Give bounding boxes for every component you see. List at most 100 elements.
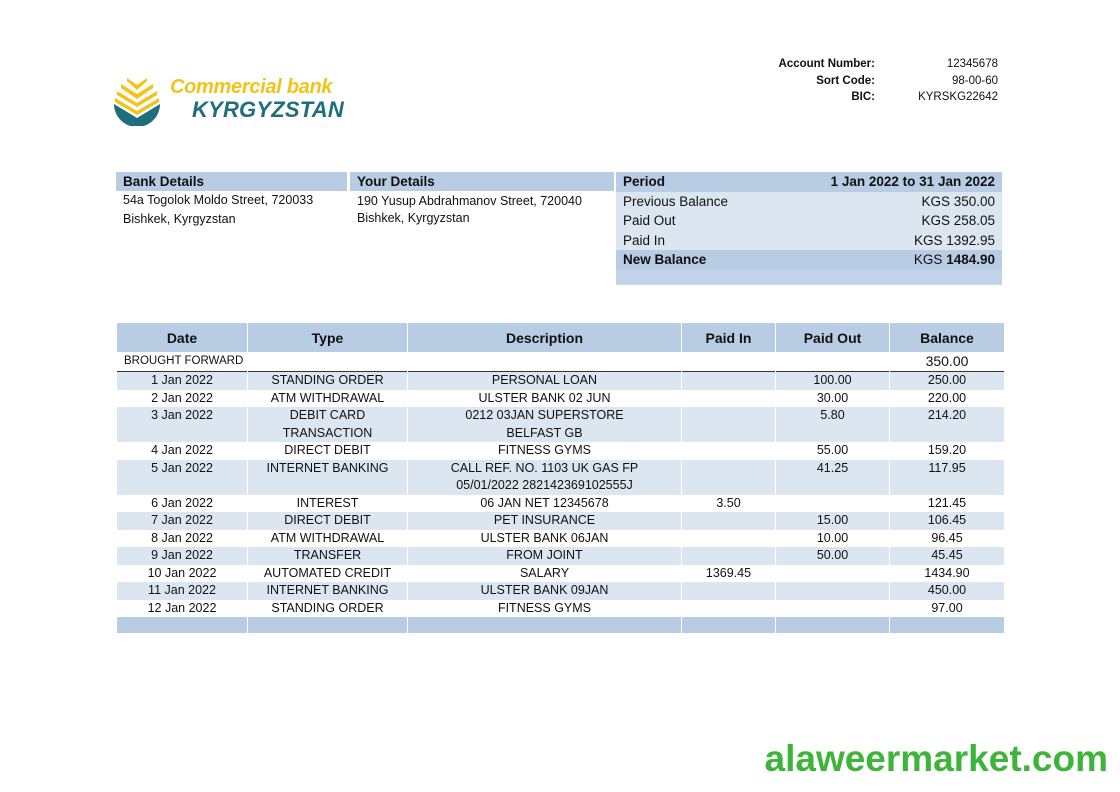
cell-date: 9 Jan 2022 [117,547,247,565]
cell-paid-in: 3.50 [716,495,741,510]
cell-description: PET INSURANCE [408,512,681,530]
cell-paid-in [682,512,775,530]
cell-date: 4 Jan 2022 [151,443,213,457]
brought-forward-label: BROUGHT FORWARD [117,352,247,372]
cell-date: 3 Jan 2022 [117,407,247,442]
cell-balance: 97.00 [931,600,963,615]
cell-type: INTEREST [296,495,359,510]
cell-description: SALARY [519,565,570,580]
cell-paid-in [682,442,775,460]
cell-type: DIRECT DEBIT [284,443,371,457]
bank-details: Bank Details 54a Togolok Moldo Street, 7… [116,172,347,229]
empty-cell [682,617,775,633]
brought-forward-row: BROUGHT FORWARD 350.00 [117,352,1004,372]
cell-type: DIRECT DEBIT [248,512,407,530]
cell-balance: 106.45 [890,512,1004,530]
cell-description: FITNESS GYMS [497,600,592,615]
new-balance-label: New Balance [623,252,707,267]
table-header: Date Type Description Paid In Paid Out B… [117,323,1004,352]
paid-in-label: Paid In [623,232,666,248]
bank-logo-emblem-icon [114,78,160,126]
empty-cell [682,352,775,372]
cell-paid-in [682,459,775,495]
sort-code-value: 98-00-60 [951,74,998,87]
cell-type: INTERNET BANKING [248,582,407,600]
period-label: Period [623,174,666,189]
table-row: 3 Jan 2022 DEBIT CARD TRANSACTION 0212 03J… [117,407,1004,442]
table-row: 9 Jan 2022 TRANSFER FROM JOINT 50.00 45.45 [117,547,1004,565]
cell-paid-out: 15.00 [776,512,889,530]
empty-cell [408,352,681,372]
header-paid-in: Paid In [682,323,775,352]
cell-paid-out [776,600,889,618]
cell-paid-in [682,390,775,408]
paid-out-label: Paid Out [623,213,676,228]
header-paid-out: Paid Out [776,323,889,352]
account-info: Account Number: 12345678 Sort Code: 98-00-… [740,56,998,106]
cell-balance: 450.00 [890,582,1004,600]
cell-description: 06 JAN NET 12345678 [480,495,609,510]
bank-details-title: Bank Details [116,172,347,191]
cell-date: 2 Jan 2022 [151,390,213,405]
cell-paid-out [776,495,889,513]
bank-address-line1: 54a Togolok Moldo Street, 720033 [123,193,314,207]
table-row: 10 Jan 2022 AUTOMATED CREDIT SALARY 1369.45… [117,565,1004,583]
cell-date: 6 Jan 2022 [151,495,213,510]
cell-type: DEBIT CARD TRANSACTION [248,407,407,442]
cell-paid-in [682,407,775,442]
account-number-label: Account Number: [778,58,875,70]
empty-cell [776,352,889,372]
empty-cell [117,617,247,633]
cell-balance: 159.20 [927,443,967,457]
period-value: 1 Jan 2022 to 31 Jan 2022 [830,174,995,189]
cell-balance: 45.45 [890,547,1004,565]
empty-cell [248,617,407,633]
cell-paid-in: 1369.45 [705,565,752,580]
cell-type: INTERNET BANKING [248,459,407,495]
cell-description: ULSTER BANK 06JAN [480,530,609,545]
cell-paid-out: 41.25 [776,459,889,495]
cell-date: 7 Jan 2022 [117,512,247,530]
cell-type: STANDING ORDER [248,372,407,390]
new-balance-amount: 1484.90 [946,252,995,267]
bank-address-line2: Bishkek, Kyrgyzstan [123,212,236,226]
table-row: 11 Jan 2022 INTERNET BANKING ULSTER BANK 0… [117,582,1004,600]
cell-date: 12 Jan 2022 [147,600,217,615]
cell-date: 1 Jan 2022 [117,372,247,390]
cell-paid-in [682,547,775,565]
your-address-line1: 190 Yusup Abdrahmanov Street, 720040 [357,194,582,208]
header-date: Date [117,323,247,352]
cell-description: CALL REF. NO. 1103 UK GAS FP 05/01/2022 … [408,459,681,495]
cell-type: TRANSFER [248,547,407,565]
cell-balance: 121.45 [927,495,967,510]
cell-date: 11 Jan 2022 [117,582,247,600]
bic-label: BIC: [851,91,875,103]
cell-balance: 117.95 [890,459,1004,495]
cell-balance: 214.20 [890,407,1004,442]
cell-description: 0212 03JAN SUPERSTORE BELFAST GB [408,407,681,442]
watermark: alaweermarket.com [764,738,1108,779]
cell-balance: 96.45 [931,530,963,545]
cell-date: 5 Jan 2022 [117,459,247,495]
paid-out-value: KGS 258.05 [921,213,995,228]
cell-description: FITNESS GYMS [497,443,592,457]
cell-type: AUTOMATED CREDIT [263,565,392,580]
cell-paid-out: 50.00 [776,547,889,565]
cell-balance: 250.00 [890,372,1004,390]
your-details: Your Details 190 Yusup Abdrahmanov Stree… [350,172,614,227]
cell-description: PERSONAL LOAN [408,372,681,390]
summary-footer [616,269,1002,285]
your-details-title: Your Details [350,172,614,191]
table-row: 12 Jan 2022 STANDING ORDER FITNESS GYMS 97.… [117,600,1004,618]
brought-forward-balance: 350.00 [890,352,1004,372]
table-row: 1 Jan 2022 STANDING ORDER PERSONAL LOAN 100… [117,372,1004,390]
cell-paid-out: 10.00 [816,530,849,545]
cell-paid-in [682,582,775,600]
cell-paid-out: 30.00 [816,390,849,405]
statement-summary: Period 1 Jan 2022 to 31 Jan 2022 Previous… [616,172,1002,285]
cell-type: ATM WITHDRAWAL [270,530,385,545]
cell-paid-out: 5.80 [776,407,889,442]
new-balance-value: KGS 1484.90 [914,250,995,270]
cell-paid-out [776,582,889,600]
cell-paid-out [776,565,889,583]
